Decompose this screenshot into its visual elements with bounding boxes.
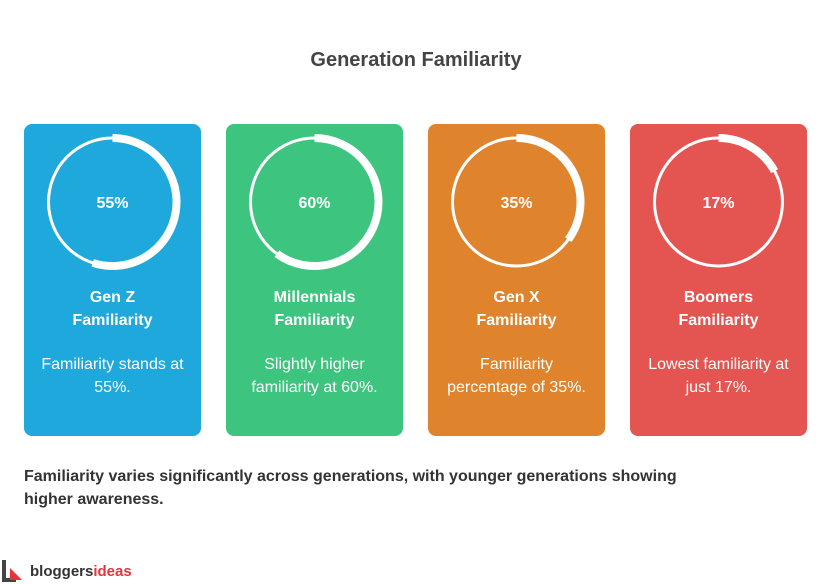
ring: 60% (249, 134, 383, 270)
brand-logo: bloggers ideas (0, 558, 132, 584)
value-label: 35% (500, 195, 532, 212)
card-description: Familiarity stands at 55%. (41, 356, 184, 396)
brand-text: bloggers (30, 562, 94, 580)
card: 35% Gen X Familiarity Familiarity percenta… (428, 124, 605, 436)
card-description: Slightly higher familiarity at 60%. (251, 356, 378, 396)
chart-title: Generation Familiarity (310, 49, 522, 71)
card: 17% Boomers Familiarity Lowest familiarity… (630, 124, 807, 436)
value-label: 55% (96, 195, 128, 212)
ring: 35% (451, 134, 585, 268)
brand-icon-accent (10, 568, 22, 580)
card-title: Gen Z Familiarity (72, 289, 153, 329)
ring-arc (274, 134, 383, 270)
card-title: Millennials Familiarity (273, 289, 356, 329)
value-label: 17% (702, 195, 734, 212)
ring-arc (91, 134, 181, 270)
ring-arc (516, 134, 585, 242)
card-description: Familiarity percentage of 35%. (447, 356, 586, 396)
card-description: Lowest familiarity at just 17%. (648, 356, 789, 396)
card: 60% Millennials Familiarity Slightly highe… (226, 124, 403, 436)
brand-icon (2, 560, 22, 582)
ring: 55% (47, 134, 181, 270)
card-title: Gen X Familiarity (476, 289, 557, 329)
ring: 17% (653, 134, 784, 268)
value-label: 60% (298, 195, 330, 212)
ring-arc (718, 134, 779, 174)
caption: Familiarity varies significantly across … (24, 468, 677, 508)
card: 55% Gen Z Familiarity Familiarity stands a… (24, 124, 201, 436)
card-title: Boomers Familiarity (678, 289, 759, 329)
brand-text-accent: ideas (93, 562, 132, 580)
